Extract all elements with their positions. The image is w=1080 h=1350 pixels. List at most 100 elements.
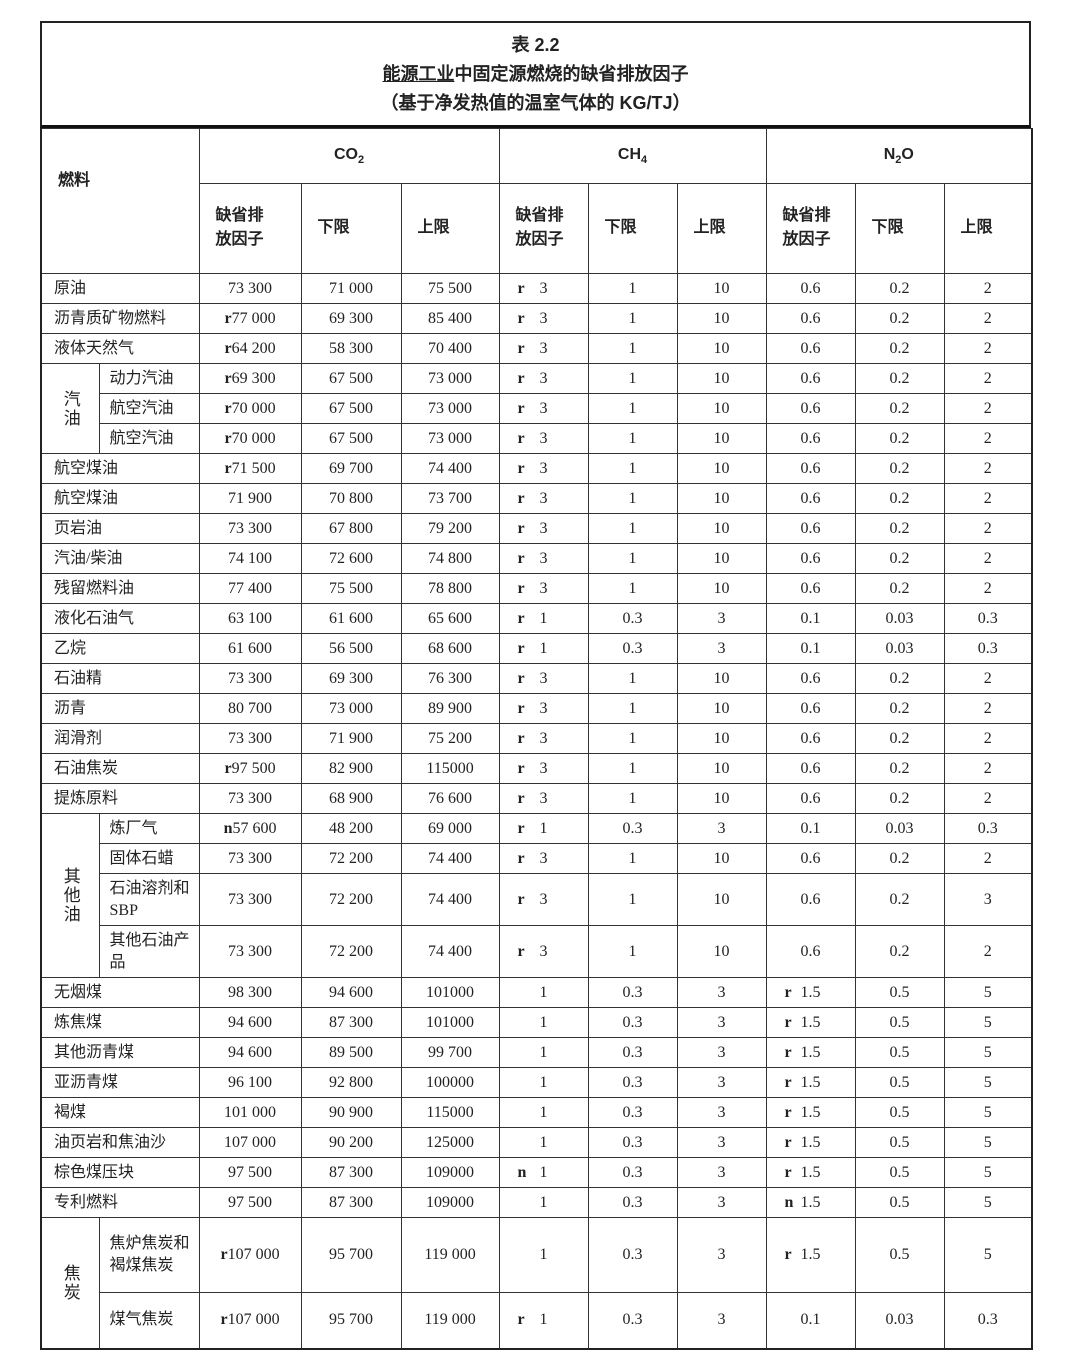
table-row: 航空煤油 71 900 70 800 73 700 r 3 1 10 0.6 0.2 2	[40, 483, 1033, 514]
co2-default: 98 300	[198, 977, 302, 1008]
co2-lower: 56 500	[300, 633, 402, 664]
n2o-default: 0.6	[765, 333, 856, 364]
n2o-flag: r	[784, 1043, 792, 1061]
emission-factor-table: 燃料 CO2 CH4 N2O 缺省排 放因子 下限 上限 缺省排 放因子 下限 上限 缺省排 放因…	[40, 128, 1034, 1350]
co2-upper: 119 000	[400, 1217, 500, 1293]
fuel-name: 油页岩和焦油沙	[40, 1127, 200, 1158]
ch4-upper: 10	[676, 925, 767, 978]
co2-lower: 75 500	[300, 573, 402, 604]
n2o-lower: 0.5	[854, 1187, 945, 1218]
n2o-lower: 0.2	[854, 873, 945, 926]
n2o-upper: 5	[943, 1037, 1033, 1068]
n2o-default: r 1.5	[765, 1037, 856, 1068]
n2o-default: 0.6	[765, 513, 856, 544]
n2o-upper: 2	[943, 483, 1033, 514]
table-row: 航空煤油 r71 500 69 700 74 400 r 3 1 10 0.6 0.2 2	[40, 453, 1033, 484]
ch4-flag: r	[517, 729, 525, 747]
ch4-lower: 1	[587, 393, 678, 424]
co2-flag: r	[224, 339, 232, 357]
n2o-lower-header: 下限	[854, 182, 945, 275]
n2o-lower: 0.03	[854, 813, 945, 844]
table-row: 航空汽油 r70 000 67 500 73 000 r 3 1 10 0.6 0.2 2	[41, 393, 1033, 424]
n2o-default: 0.6	[765, 693, 856, 724]
ch4-lower: 1	[587, 843, 678, 874]
co2-flag: n	[223, 819, 233, 837]
group-label-gasoline: 汽油	[40, 363, 100, 454]
co2-lower: 69 700	[300, 453, 402, 484]
co2-upper: 119 000	[400, 1292, 500, 1349]
co2-default: 73 300	[198, 273, 302, 304]
co2-upper: 79 200	[400, 513, 500, 544]
ch4-lower: 0.3	[587, 1097, 678, 1128]
co2-default: 101 000	[198, 1097, 302, 1128]
ch4-upper: 10	[676, 693, 767, 724]
table-row: 其他石油产品 73 300 72 200 74 400 r 3 1 10 0.6 0.2 2	[41, 925, 1033, 978]
fuel-name: 其他石油产品	[98, 925, 200, 978]
fuel-name: 沥青	[40, 693, 200, 724]
n2o-lower: 0.5	[854, 1217, 945, 1293]
n2o-default: 0.6	[765, 273, 856, 304]
n2o-upper: 2	[943, 303, 1033, 334]
n2o-default-factor-header: 缺省排 放因子	[765, 182, 856, 275]
fuel-name: 焦炉焦炭和褐煤焦炭	[98, 1217, 200, 1293]
ch4-flag: r	[517, 459, 525, 477]
table-row: 其他沥青煤 94 600 89 500 99 700 1 0.3 3 r 1.5 0.5 5	[40, 1037, 1033, 1068]
table-row: 汽油/柴油 74 100 72 600 74 800 r 3 1 10 0.6 0.2 2	[40, 543, 1033, 574]
table-title: 能源工业中固定源燃烧的缺省排放因子	[42, 60, 1029, 89]
n2o-lower: 0.5	[854, 1067, 945, 1098]
fuel-name: 乙烷	[40, 633, 200, 664]
ch4-flag: r	[517, 759, 525, 777]
co2-lower-header: 下限	[300, 182, 402, 275]
fuel-name: 润滑剂	[40, 723, 200, 754]
ch4-upper: 10	[676, 663, 767, 694]
ch4-default: 1	[498, 1037, 589, 1068]
group-label-coke: 焦炭	[40, 1217, 100, 1349]
ch4-upper: 3	[676, 1037, 767, 1068]
co2-lower: 95 700	[300, 1217, 402, 1293]
co2-default: r77 000	[198, 303, 302, 334]
n2o-flag: r	[784, 983, 792, 1001]
ch4-flag: r	[517, 819, 525, 837]
ch4-lower: 0.3	[587, 813, 678, 844]
ch4-lower: 0.3	[587, 1217, 678, 1293]
n2o-lower: 0.2	[854, 303, 945, 334]
n2o-lower: 0.5	[854, 1097, 945, 1128]
ch4-lower: 0.3	[587, 1292, 678, 1349]
co2-default: 73 300	[198, 723, 302, 754]
table-row: 液体天然气 r64 200 58 300 70 400 r 3 1 10 0.6 0.2 2	[40, 333, 1033, 364]
n2o-lower: 0.2	[854, 693, 945, 724]
co2-default: 107 000	[198, 1127, 302, 1158]
n2o-default: 0.6	[765, 573, 856, 604]
ch4-flag: r	[517, 639, 525, 657]
ch4-lower-header: 下限	[587, 182, 678, 275]
n2o-upper: 3	[943, 873, 1033, 926]
co2-default: 73 300	[198, 663, 302, 694]
ch4-upper: 10	[676, 333, 767, 364]
ch4-flag: r	[517, 669, 525, 687]
table-row: 石油焦炭 r97 500 82 900 115000 r 3 1 10 0.6 0.2 2	[40, 753, 1033, 784]
ch4-lower: 1	[587, 273, 678, 304]
ch4-flag: r	[517, 609, 525, 627]
n2o-lower: 0.2	[854, 783, 945, 814]
ch4-upper: 10	[676, 723, 767, 754]
co2-default: r71 500	[198, 453, 302, 484]
co2-upper: 74 400	[400, 453, 500, 484]
ch4-upper: 10	[676, 573, 767, 604]
n2o-flag: r	[784, 1133, 792, 1151]
table-row: 原油 73 300 71 000 75 500 r 3 1 10 0.6 0.2 2	[40, 273, 1033, 304]
ch4-upper: 3	[676, 1292, 767, 1349]
table-row: 褐煤 101 000 90 900 115000 1 0.3 3 r 1.5 0.5 5	[40, 1097, 1033, 1128]
fuel-name: 液化石油气	[40, 603, 200, 634]
table-row: 航空汽油 r70 000 67 500 73 000 r 3 1 10 0.6 0.2 2	[41, 423, 1033, 454]
co2-upper: 73 700	[400, 483, 500, 514]
table-row: 油页岩和焦油沙 107 000 90 200 125000 1 0.3 3 r 1.5 0.5 5	[40, 1127, 1033, 1158]
co2-upper: 109000	[400, 1157, 500, 1188]
n2o-lower: 0.2	[854, 393, 945, 424]
n2o-lower: 0.2	[854, 573, 945, 604]
n2o-lower: 0.03	[854, 1292, 945, 1349]
